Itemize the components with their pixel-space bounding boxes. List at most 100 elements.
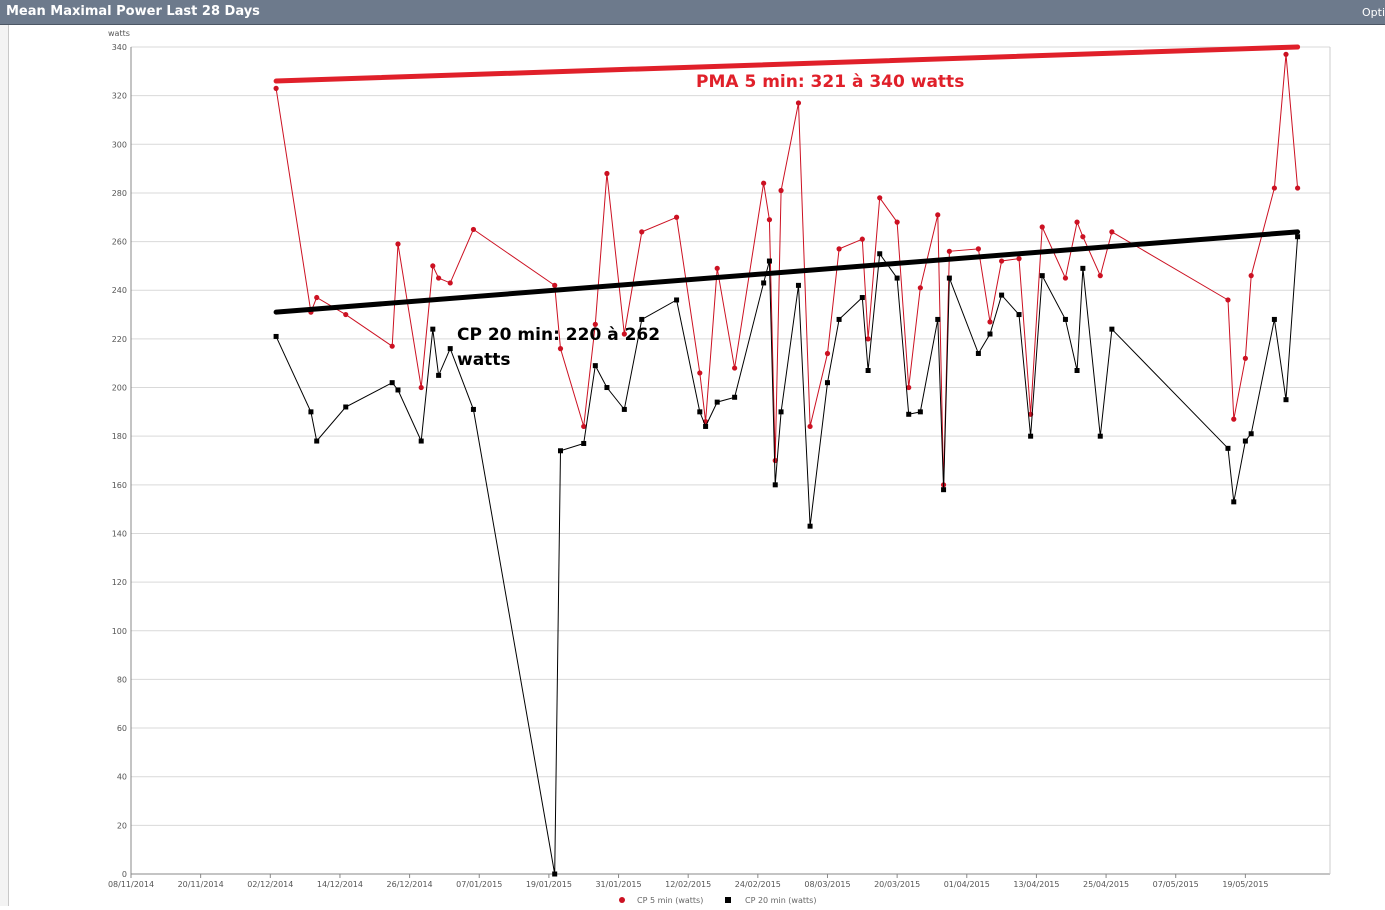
legend-label-cp20: CP 20 min (watts) — [745, 896, 816, 905]
data-point-cp5 — [795, 100, 802, 106]
x-tick-label: 14/12/2014 — [317, 880, 363, 889]
x-tick-label: 08/11/2014 — [108, 880, 154, 889]
data-point-cp20 — [935, 316, 941, 322]
data-point-cp5 — [639, 229, 645, 235]
data-point-cp20 — [1062, 316, 1068, 322]
trend-line-cp — [273, 229, 1301, 315]
data-point-cp5 — [836, 246, 842, 252]
data-point-cp5 — [865, 336, 871, 342]
data-point-cp20 — [581, 440, 587, 446]
data-point-cp5 — [552, 282, 558, 288]
data-point-cp20 — [1097, 433, 1103, 439]
x-tick-label: 20/03/2015 — [874, 880, 920, 889]
x-tick-label: 19/05/2015 — [1222, 880, 1268, 889]
x-tick-label: 26/12/2014 — [387, 880, 433, 889]
data-point-cp5 — [714, 265, 720, 271]
y-tick-label: 180 — [112, 432, 127, 441]
x-tick-label: 25/04/2015 — [1083, 880, 1129, 889]
data-point-cp5 — [987, 319, 993, 325]
y-tick-label: 20 — [117, 821, 127, 830]
data-point-cp5 — [772, 457, 778, 464]
data-point-cp20 — [697, 409, 703, 415]
data-point-cp5 — [418, 384, 424, 391]
legend-label-cp5: CP 5 min (watts) — [637, 896, 703, 905]
data-point-cp5 — [1295, 185, 1301, 191]
y-tick-label: 60 — [117, 724, 127, 733]
data-point-cp20 — [1109, 326, 1115, 332]
data-point-cp20 — [906, 411, 912, 417]
data-point-cp5 — [1016, 256, 1022, 262]
legend-marker-cp20 — [725, 897, 731, 903]
data-point-cp5 — [1062, 275, 1069, 281]
x-tick-label: 02/12/2014 — [247, 880, 293, 889]
data-point-cp20 — [772, 482, 778, 488]
data-point-cp5 — [807, 423, 813, 430]
data-point-cp20 — [436, 372, 442, 378]
data-point-cp5 — [761, 180, 767, 186]
y-tick-label: 40 — [117, 773, 127, 782]
data-point-cp5 — [999, 258, 1005, 264]
y-axis-unit-label: watts — [108, 29, 130, 38]
legend-marker-cp5 — [619, 897, 625, 903]
x-tick-label: 13/04/2015 — [1013, 880, 1059, 889]
data-point-cp20 — [917, 409, 923, 415]
x-tick-label: 31/01/2015 — [595, 880, 641, 889]
y-tick-label: 340 — [112, 43, 127, 52]
data-point-cp5 — [1074, 219, 1080, 225]
data-point-cp20 — [639, 316, 645, 322]
annotations: PMA 5 min: 321 à 340 watts CP 20 min: 22… — [457, 72, 964, 370]
data-point-cp5 — [946, 248, 952, 254]
data-point-cp5 — [581, 423, 587, 430]
x-tick-label: 08/03/2015 — [804, 880, 850, 889]
data-point-cp20 — [1295, 234, 1301, 240]
data-point-cp5 — [778, 187, 784, 194]
data-point-cp5 — [1109, 229, 1115, 235]
y-tick-label: 0 — [122, 870, 127, 879]
series — [273, 51, 1301, 877]
data-point-cp20 — [766, 258, 772, 264]
y-tick-label: 120 — [112, 578, 127, 587]
data-point-cp20 — [430, 326, 436, 332]
data-point-cp20 — [1242, 438, 1248, 444]
axes: watts 0 20 40 60 80 100 120 140 160 180 200 220 240 2… — [108, 29, 1331, 889]
data-point-cp20 — [1225, 445, 1231, 451]
data-point-cp20 — [778, 409, 784, 415]
series-line-cp20 — [275, 236, 1299, 875]
data-point-cp20 — [418, 438, 424, 444]
y-tick-label: 220 — [112, 335, 127, 344]
data-point-cp20 — [1283, 397, 1289, 403]
options-menu-button[interactable]: Opti — [1361, 6, 1385, 19]
data-point-cp20 — [1271, 316, 1277, 322]
chart-area: watts 0 20 40 60 80 100 120 140 160 180 200 220 240 2… — [0, 25, 1385, 906]
data-point-cp5 — [273, 85, 279, 91]
data-point-cp5 — [935, 212, 941, 218]
data-point-cp20 — [999, 292, 1005, 298]
x-tick-label: 12/02/2015 — [665, 880, 711, 889]
cp-annotation-line1: CP 20 min: 220 à 262 — [457, 325, 660, 345]
data-point-cp5 — [917, 285, 923, 291]
data-point-cp20 — [389, 380, 395, 386]
data-point-cp20 — [314, 438, 320, 444]
data-point-cp5 — [1242, 355, 1248, 361]
data-point-cp5 — [621, 331, 627, 337]
y-tick-label: 320 — [112, 92, 127, 101]
data-point-cp20 — [714, 399, 720, 405]
data-point-cp20 — [824, 380, 830, 386]
data-point-cp20 — [975, 350, 981, 356]
y-tick-label: 240 — [112, 286, 127, 295]
data-point-cp20 — [1080, 265, 1086, 271]
data-point-cp5 — [1248, 273, 1254, 279]
data-point-cp5 — [1039, 224, 1045, 230]
data-point-cp5 — [732, 365, 738, 371]
data-point-cp20 — [557, 448, 563, 454]
data-point-cp5 — [673, 214, 680, 220]
legend: CP 5 min (watts) CP 20 min (watts) — [619, 896, 816, 905]
data-point-cp5 — [343, 311, 349, 318]
data-point-cp20 — [732, 394, 738, 400]
data-point-cp20 — [1248, 431, 1254, 437]
x-tick-label: 01/04/2015 — [944, 880, 990, 889]
data-point-cp5 — [314, 294, 320, 301]
data-point-cp5 — [1283, 51, 1289, 57]
x-tick-label: 24/02/2015 — [735, 880, 781, 889]
data-point-cp20 — [703, 423, 709, 429]
